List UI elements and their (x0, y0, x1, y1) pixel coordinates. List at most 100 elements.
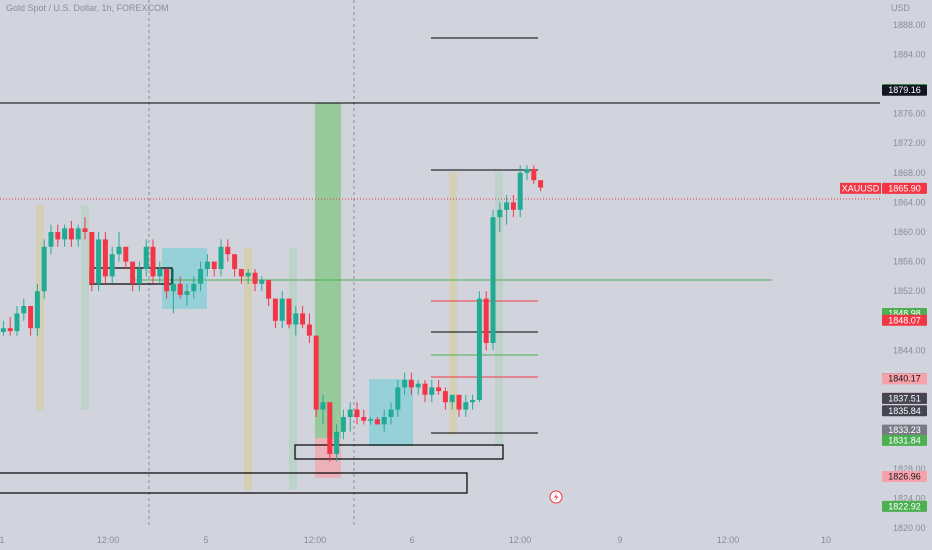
candle-body (476, 298, 482, 400)
price-label-bg (882, 182, 927, 194)
y-tick-label: 1824.00 (893, 493, 926, 503)
candle-body (347, 409, 353, 417)
x-tick-label: 12:00 (717, 535, 740, 545)
y-tick-label: 1864.00 (893, 197, 926, 207)
candle-body (225, 246, 231, 255)
price-label: 1831.84 (888, 435, 921, 445)
zone-outline (0, 472, 468, 494)
candle-body (538, 180, 544, 188)
candle-body (14, 313, 20, 332)
candle-body (531, 169, 537, 181)
highlight-zone (36, 205, 44, 410)
candle-body (388, 409, 394, 417)
candle-body (218, 246, 224, 269)
y-tick-label: 1872.00 (893, 138, 926, 148)
candle-body (272, 298, 278, 321)
candle-body (286, 298, 292, 325)
x-tick-label: 6 (409, 535, 414, 545)
candle-body (136, 269, 142, 284)
candle-body (232, 254, 238, 269)
candle-body (415, 383, 421, 388)
currency-label: USD (890, 3, 910, 13)
lightning-icon (554, 493, 559, 501)
candle-body (293, 313, 299, 325)
price-label-bg (882, 434, 927, 446)
candle-body (320, 402, 326, 410)
y-tick-label: 1820.00 (893, 523, 926, 533)
x-tick-label: 1 (0, 535, 5, 545)
candle-body (143, 246, 149, 269)
candle-body (524, 169, 530, 173)
candle-body (211, 261, 217, 269)
candle-body (89, 232, 95, 284)
price-label: 1822.92 (888, 501, 921, 511)
candle-body (123, 246, 129, 262)
candle-body (306, 324, 312, 336)
candle-body (300, 313, 306, 325)
candle-body (68, 228, 74, 240)
candle-body (483, 298, 489, 343)
highlight-zone (289, 248, 297, 490)
x-tick-label: 12:00 (509, 535, 532, 545)
candle-body (41, 246, 47, 292)
candle-body (245, 272, 251, 277)
candle-body (191, 283, 197, 292)
candle-body (116, 246, 122, 255)
candle-body (34, 291, 40, 329)
candle-body (177, 283, 183, 295)
candle-body (456, 394, 462, 410)
candle-body (402, 380, 408, 388)
zone-outline (294, 444, 504, 460)
candle-body (75, 228, 81, 240)
candle-body (157, 269, 163, 277)
candle-body (429, 387, 435, 395)
price-label: 1826.96 (888, 471, 921, 481)
candle-body (21, 306, 27, 314)
candle-body (150, 246, 156, 277)
candle-body (442, 391, 448, 403)
candle-body (170, 283, 176, 292)
bullish-zone (315, 103, 341, 438)
candle-body (28, 306, 34, 329)
price-label-bg (882, 424, 927, 436)
price-label: 1865.90 (888, 183, 921, 193)
candle-body (62, 228, 68, 240)
price-label-bg (882, 84, 927, 96)
candle-body (198, 269, 204, 284)
candle-body (313, 335, 319, 410)
price-label-bg (882, 500, 927, 512)
candle-body (130, 261, 136, 284)
candle-body (340, 417, 346, 432)
candle-body (497, 209, 503, 218)
candle-body (517, 172, 523, 210)
candle-body (354, 409, 360, 417)
price-label: 1840.17 (888, 374, 921, 384)
price-label-bg (882, 405, 927, 417)
highlight-zone (449, 172, 457, 435)
candle-body (374, 419, 380, 425)
price-label-bg (882, 373, 927, 385)
y-tick-label: 1856.00 (893, 257, 926, 267)
candle-body (490, 217, 496, 343)
x-tick-label: 12:00 (304, 535, 327, 545)
candle-body (109, 254, 115, 277)
candle-body (510, 202, 516, 210)
x-tick-label: 5 (203, 535, 208, 545)
y-tick-label: 1868.00 (893, 168, 926, 178)
highlight-zone (244, 248, 252, 490)
candle-body (334, 431, 340, 454)
symbol-tag: XAUUSD (842, 183, 880, 193)
candle-body (368, 419, 374, 421)
price-label: 1848.98 (888, 309, 921, 319)
candle-body (7, 328, 13, 332)
y-tick-label: 1852.00 (893, 286, 926, 296)
candle-body (102, 239, 108, 277)
price-label: 1879.16 (888, 85, 921, 95)
x-tick-label: 12:00 (97, 535, 120, 545)
candle-body (422, 383, 428, 395)
price-label: 1835.84 (888, 406, 921, 416)
y-tick-label: 1860.00 (893, 227, 926, 237)
x-tick-label: 9 (617, 535, 622, 545)
